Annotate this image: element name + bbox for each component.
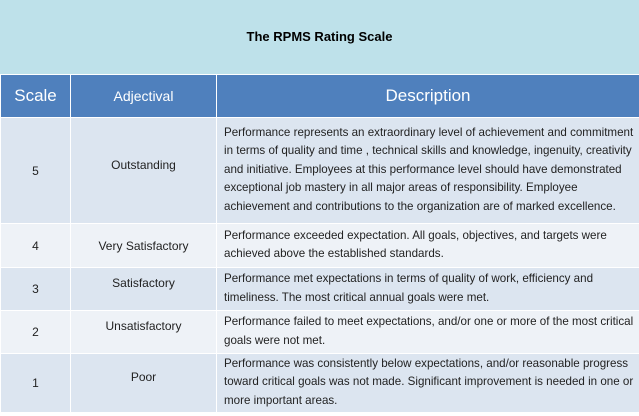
description-cell: Performance exceeded expectation. All go… [216,223,639,268]
adjectival-cell: Outstanding [70,117,217,224]
description-cell: Performance was consistently below expec… [216,352,639,414]
table-header-row: Scale Adjectival Description [0,74,639,118]
column-header-description: Description [216,74,639,118]
description-cell: Performance met expectations in terms of… [216,267,639,311]
table-row: 1 Poor Performance was consistently belo… [0,352,639,414]
adjectival-label: Outstanding [111,157,176,172]
adjectival-label: Unsatisfactory [105,319,182,333]
adjectival-cell: Poor [70,352,217,414]
description-cell: Performance represents an extraordinary … [216,117,639,224]
adjectival-cell: Unsatisfactory [70,310,217,354]
rating-scale-table: Scale Adjectival Description 5 Outstandi… [0,74,639,414]
column-header-adjectival: Adjectival [70,74,217,118]
description-cell: Performance failed to meet expectations,… [216,310,639,354]
page-title: The RPMS Rating Scale [246,28,393,44]
table-row: 2 Unsatisfactory Performance failed to m… [0,310,639,354]
column-header-scale: Scale [0,74,71,118]
scale-cell: 3 [0,267,71,311]
scale-cell: 2 [0,310,71,354]
adjectival-label: Satisfactory [112,276,175,290]
table-row: 4 Very Satisfactory Performance exceeded… [0,223,639,268]
scale-cell: 4 [0,223,71,268]
title-bar: The RPMS Rating Scale [0,0,639,74]
table-row: 3 Satisfactory Performance met expectati… [0,267,639,311]
scale-cell: 5 [0,117,71,224]
adjectival-cell: Very Satisfactory [70,223,217,268]
scale-cell: 1 [0,352,71,414]
adjectival-cell: Satisfactory [70,267,217,311]
adjectival-label: Poor [130,370,157,385]
table-row: 5 Outstanding Performance represents an … [0,117,639,224]
